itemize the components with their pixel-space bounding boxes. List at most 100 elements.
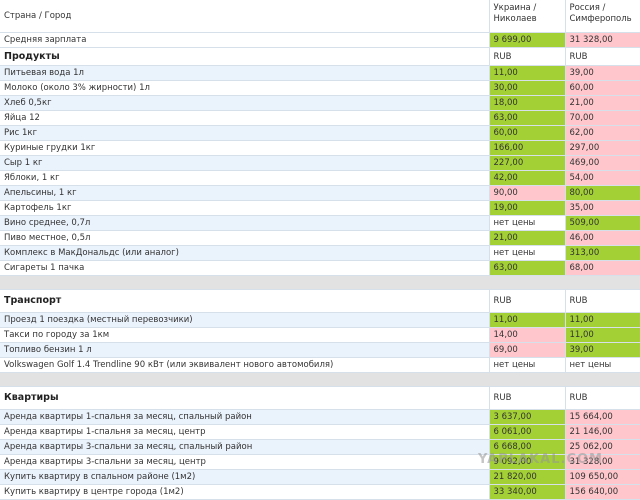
price-ukraine: 166,00 — [489, 140, 566, 156]
unit-ukraine: RUB — [489, 289, 566, 313]
item-label: Яйца 12 — [0, 110, 490, 126]
salary-row: Средняя зарплата 9 699,00 31 328,00 — [0, 32, 640, 48]
price-russia: 46,00 — [565, 230, 640, 246]
table-row: Яйца 12 63,00 70,00 — [0, 110, 640, 126]
spacer-cell — [0, 372, 640, 387]
item-label: Хлеб 0,5кг — [0, 95, 490, 111]
price-ukraine: 69,00 — [489, 342, 566, 358]
table-row: Куриные грудки 1кг 166,00 297,00 — [0, 140, 640, 156]
price-russia: 156 640,00 — [565, 484, 640, 500]
item-label: Купить квартиру в центре города (1м2) — [0, 484, 490, 500]
unit-ukraine: RUB — [489, 47, 566, 66]
table-row: Хлеб 0,5кг 18,00 21,00 — [0, 95, 640, 111]
item-label: Питьевая вода 1л — [0, 65, 490, 81]
item-label: Проезд 1 поездка (местный перевозчики) — [0, 312, 490, 328]
table-row: Сыр 1 кг 227,00 469,00 — [0, 155, 640, 171]
price-ukraine: 6 668,00 — [489, 439, 566, 455]
unit-russia: RUB — [565, 386, 640, 410]
price-ukraine: 9 092,00 — [489, 454, 566, 470]
price-ukraine: 21 820,00 — [489, 469, 566, 485]
header-russia: Россия / Симферополь — [565, 0, 640, 33]
price-russia: 297,00 — [565, 140, 640, 156]
section-header-row: Продукты RUB RUB — [0, 47, 640, 66]
price-russia: 21,00 — [565, 95, 640, 111]
table-row: Проезд 1 поездка (местный перевозчики) 11… — [0, 312, 640, 328]
item-label: Картофель 1кг — [0, 200, 490, 216]
price-ukraine: 63,00 — [489, 260, 566, 276]
price-russia: 68,00 — [565, 260, 640, 276]
price-ukraine: 21,00 — [489, 230, 566, 246]
price-russia: 35,00 — [565, 200, 640, 216]
table-row: Апельсины, 1 кг 90,00 80,00 — [0, 185, 640, 201]
item-label: Топливо бензин 1 л — [0, 342, 490, 358]
unit-ukraine: RUB — [489, 386, 566, 410]
price-ukraine: 90,00 — [489, 185, 566, 201]
price-russia: 31 328,00 — [565, 454, 640, 470]
price-russia: 509,00 — [565, 215, 640, 231]
spacer-cell — [0, 275, 640, 290]
price-ukraine: 3 637,00 — [489, 409, 566, 425]
price-russia: 80,00 — [565, 185, 640, 201]
item-label: Куриные грудки 1кг — [0, 140, 490, 156]
section-title: Квартиры — [0, 386, 490, 410]
section-title: Продукты — [0, 47, 490, 66]
price-russia: 60,00 — [565, 80, 640, 96]
table-row: Такси по городу за 1км 14,00 11,00 — [0, 327, 640, 343]
salary-label: Средняя зарплата — [0, 32, 490, 48]
header-ukraine: Украина / Николаев — [489, 0, 566, 33]
table-row: Volkswagen Golf 1.4 Trendline 90 кВт (ил… — [0, 357, 640, 373]
price-ukraine: 11,00 — [489, 312, 566, 328]
item-label: Купить квартиру в спальном районе (1м2) — [0, 469, 490, 485]
price-ukraine: нет цены — [489, 245, 566, 261]
table-header-row: Страна / Город Украина / Николаев Россия… — [0, 0, 640, 33]
table-row: Картофель 1кг 19,00 35,00 — [0, 200, 640, 216]
price-russia: 70,00 — [565, 110, 640, 126]
price-ukraine: 227,00 — [489, 155, 566, 171]
table-row: Аренда квартиры 1-спальня за месяц, спал… — [0, 409, 640, 425]
item-label: Аренда квартиры 3-спальни за месяц, спал… — [0, 439, 490, 455]
section-header-row: Транспорт RUB RUB — [0, 289, 640, 313]
item-label: Молоко (около 3% жирности) 1л — [0, 80, 490, 96]
item-label: Пиво местное, 0,5л — [0, 230, 490, 246]
price-ukraine: нет цены — [489, 357, 566, 373]
item-label: Рис 1кг — [0, 125, 490, 141]
table-row: Яблоки, 1 кг 42,00 54,00 — [0, 170, 640, 186]
price-ukraine: 19,00 — [489, 200, 566, 216]
item-label: Volkswagen Golf 1.4 Trendline 90 кВт (ил… — [0, 357, 490, 373]
salary-ukraine: 9 699,00 — [489, 32, 566, 48]
item-label: Такси по городу за 1км — [0, 327, 490, 343]
table-row: Аренда квартиры 1-спальня за месяц, цент… — [0, 424, 640, 440]
price-russia: нет цены — [565, 357, 640, 373]
table-row: Аренда квартиры 3-спальни за месяц, спал… — [0, 439, 640, 455]
price-ukraine: 63,00 — [489, 110, 566, 126]
price-russia: 21 146,00 — [565, 424, 640, 440]
price-ukraine: 33 340,00 — [489, 484, 566, 500]
item-label: Аренда квартиры 3-спальни за месяц, цент… — [0, 454, 490, 470]
price-ukraine: нет цены — [489, 215, 566, 231]
item-label: Вино среднее, 0,7л — [0, 215, 490, 231]
table-row: Купить квартиру в центре города (1м2) 33 … — [0, 484, 640, 500]
table-row: Аренда квартиры 3-спальни за месяц, цент… — [0, 454, 640, 470]
price-russia: 15 664,00 — [565, 409, 640, 425]
table-row: Питьевая вода 1л 11,00 39,00 — [0, 65, 640, 81]
price-ukraine: 42,00 — [489, 170, 566, 186]
item-label: Яблоки, 1 кг — [0, 170, 490, 186]
unit-russia: RUB — [565, 289, 640, 313]
table-row: Рис 1кг 60,00 62,00 — [0, 125, 640, 141]
price-ukraine: 18,00 — [489, 95, 566, 111]
price-russia: 39,00 — [565, 342, 640, 358]
table-row: Сигареты 1 пачка 63,00 68,00 — [0, 260, 640, 276]
table-row: Купить квартиру в спальном районе (1м2) 2… — [0, 469, 640, 485]
item-label: Сигареты 1 пачка — [0, 260, 490, 276]
price-ukraine: 11,00 — [489, 65, 566, 81]
price-russia: 109 650,00 — [565, 469, 640, 485]
price-russia: 469,00 — [565, 155, 640, 171]
price-ukraine: 14,00 — [489, 327, 566, 343]
header-label: Страна / Город — [0, 0, 490, 33]
price-russia: 11,00 — [565, 312, 640, 328]
price-russia: 11,00 — [565, 327, 640, 343]
price-russia: 62,00 — [565, 125, 640, 141]
table-row: Топливо бензин 1 л 69,00 39,00 — [0, 342, 640, 358]
item-label: Апельсины, 1 кг — [0, 185, 490, 201]
